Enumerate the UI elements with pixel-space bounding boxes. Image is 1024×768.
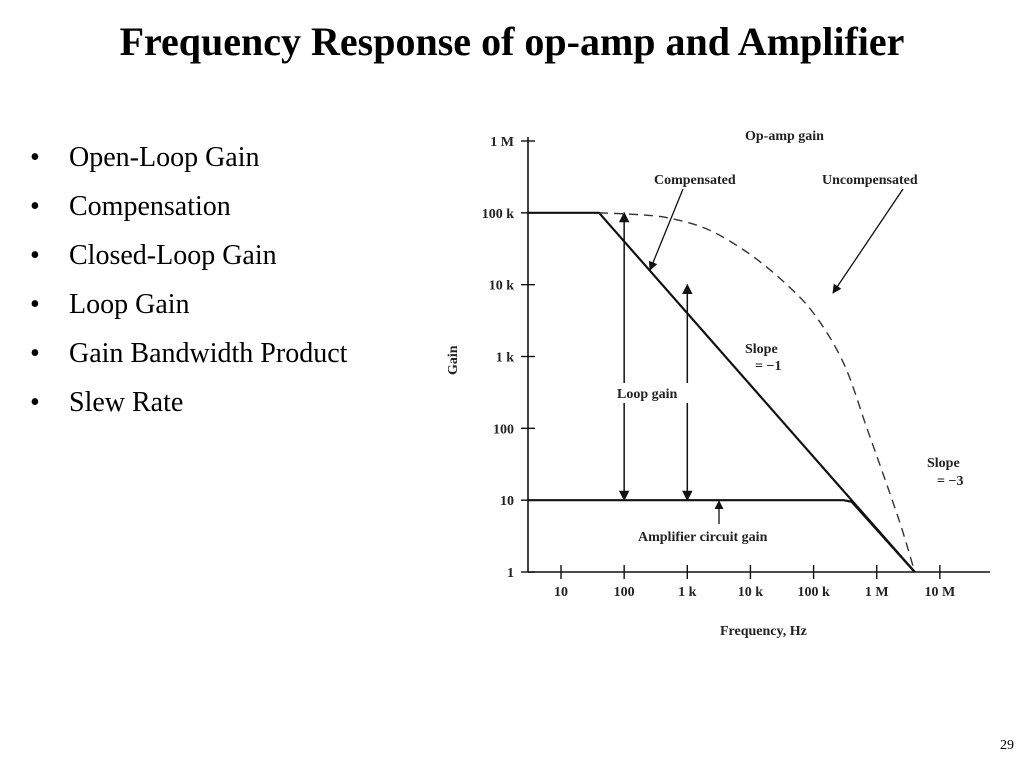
x-tick-label: 10 k — [738, 585, 764, 600]
y-tick-label: 1 k — [496, 351, 515, 366]
bullet-item: Loop Gain — [30, 280, 347, 329]
x-tick-label: 100 k — [797, 585, 830, 600]
x-tick-label: 10 — [554, 585, 568, 600]
series-lines — [528, 211, 916, 573]
bullet-item: Slew Rate — [30, 378, 347, 427]
slope-minus-3-value: = −3 — [937, 474, 963, 489]
y-tick-label: 100 — [493, 422, 514, 437]
op-amp-gain-label: Op-amp gain — [745, 129, 824, 144]
annotation-arrows — [648, 188, 904, 524]
bullet-list: Open-Loop Gain Compensation Closed-Loop … — [30, 133, 347, 427]
compensated-arrow — [648, 188, 684, 271]
bullet-item: Gain Bandwidth Product — [30, 329, 347, 378]
series-line-compensated — [528, 211, 916, 573]
slide-title: Frequency Response of op-amp and Amplifi… — [119, 19, 905, 64]
bullet-item: Open-Loop Gain — [30, 133, 347, 182]
amplifier-circuit-gain-label: Amplifier circuit gain — [638, 530, 768, 545]
x-tick-label: 1 k — [678, 585, 697, 600]
y-tick-label: 1 M — [490, 135, 514, 150]
x-tick-label: 1 M — [865, 585, 889, 600]
y-tick-label: 10 — [500, 494, 514, 509]
slope-minus-1-value: = −1 — [755, 359, 781, 374]
series-line-uncompensated — [599, 212, 916, 573]
loop-gain-label-bg — [614, 383, 692, 403]
slope-minus-1-label: Slope — [745, 342, 778, 357]
y-tick-label: 1 — [507, 566, 514, 581]
uncompensated-label: Uncompensated — [822, 173, 918, 188]
axes: 1 10 100 1 k 10 k 100 k 1 M 10 100 1 k 10 k 100 k 1 … — [482, 135, 990, 600]
frequency-response-chart: 1 10 100 1 k 10 k 100 k 1 M 10 100 1 k 10 k 100 k 1 … — [446, 129, 990, 639]
uncompensated-arrow — [832, 188, 904, 294]
page-number: 29 — [1000, 738, 1014, 753]
compensated-label: Compensated — [654, 173, 736, 188]
x-tick-label: 10 M — [925, 585, 956, 600]
y-tick-label: 10 k — [489, 279, 515, 294]
slope-minus-3-label: Slope — [927, 456, 960, 471]
y-tick-label: 100 k — [482, 207, 515, 222]
x-tick-label: 100 — [614, 585, 635, 600]
x-axis-title: Frequency, Hz — [720, 624, 807, 639]
y-axis-title: Gain — [446, 345, 461, 375]
loop-gain-label: Loop gain — [617, 387, 678, 402]
annotations: Op-amp gain Compensated Uncompensated Sl… — [614, 129, 963, 545]
bullet-item: Closed-Loop Gain — [30, 231, 347, 280]
bullet-item: Compensation — [30, 182, 347, 231]
